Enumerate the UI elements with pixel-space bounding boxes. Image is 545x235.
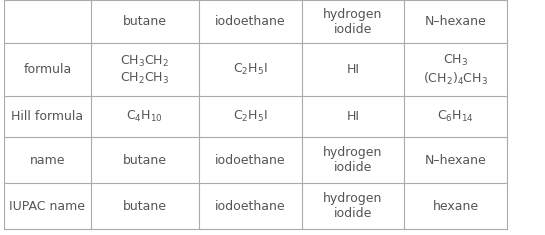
Text: Hill formula: Hill formula: [11, 110, 83, 123]
Text: HI: HI: [347, 110, 360, 123]
Text: iodoethane: iodoethane: [215, 154, 286, 167]
Text: hydrogen
iodide: hydrogen iodide: [323, 192, 383, 220]
Text: C$_2$H$_5$I: C$_2$H$_5$I: [233, 62, 268, 78]
Text: iodoethane: iodoethane: [215, 200, 286, 213]
Text: hexane: hexane: [433, 200, 479, 213]
Text: CH$_3$
(CH$_2$)$_4$CH$_3$: CH$_3$ (CH$_2$)$_4$CH$_3$: [423, 53, 488, 87]
Text: butane: butane: [123, 200, 167, 213]
Text: name: name: [30, 154, 65, 167]
Text: N–hexane: N–hexane: [425, 15, 487, 28]
Text: HI: HI: [347, 63, 360, 76]
Text: CH$_3$CH$_2$
CH$_2$CH$_3$: CH$_3$CH$_2$ CH$_2$CH$_3$: [120, 54, 169, 86]
Text: N–hexane: N–hexane: [425, 154, 487, 167]
Text: IUPAC name: IUPAC name: [9, 200, 86, 213]
Text: butane: butane: [123, 154, 167, 167]
Text: hydrogen
iodide: hydrogen iodide: [323, 146, 383, 174]
Text: formula: formula: [23, 63, 71, 76]
Text: hydrogen
iodide: hydrogen iodide: [323, 8, 383, 36]
Text: iodoethane: iodoethane: [215, 15, 286, 28]
Text: butane: butane: [123, 15, 167, 28]
Text: C$_2$H$_5$I: C$_2$H$_5$I: [233, 109, 268, 125]
Text: C$_4$H$_{10}$: C$_4$H$_{10}$: [126, 109, 164, 125]
Text: C$_6$H$_{14}$: C$_6$H$_{14}$: [437, 109, 474, 125]
